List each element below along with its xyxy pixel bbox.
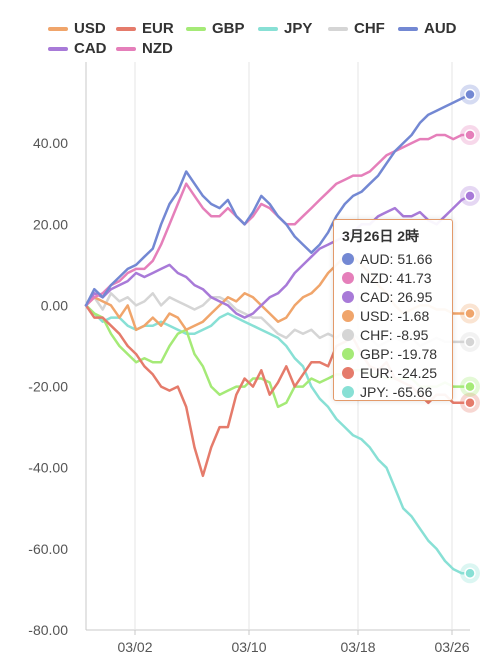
y-tick-label: -40.00 — [28, 460, 68, 476]
legend-label: GBP — [212, 20, 245, 37]
tooltip-value: GBP: -19.78 — [360, 345, 438, 362]
tooltip-row: EUR: -24.25 — [342, 363, 444, 382]
series-point-gbp — [464, 380, 476, 393]
series-point-aud — [464, 88, 476, 101]
legend-label: JPY — [284, 20, 313, 37]
legend-swatch — [398, 26, 418, 31]
legend-swatch — [116, 46, 136, 51]
legend-label: EUR — [142, 20, 174, 37]
tooltip-value: USD: -1.68 — [360, 307, 430, 324]
legend-label: USD — [74, 20, 106, 37]
x-tick-label: 03/02 — [117, 639, 152, 655]
legend-item-cad[interactable]: CAD — [48, 40, 107, 57]
series-line-aud — [84, 93, 472, 307]
tooltip-value: AUD: 51.66 — [360, 250, 433, 267]
series-point-usd — [464, 307, 476, 320]
legend-item-chf[interactable]: CHF — [328, 20, 385, 37]
legend-item-eur[interactable]: EUR — [116, 20, 174, 37]
y-tick-label: -60.00 — [28, 541, 68, 557]
x-tick-label: 03/18 — [340, 639, 375, 655]
legend-item-usd[interactable]: USD — [48, 20, 106, 37]
series-point-chf — [464, 336, 476, 348]
tooltip-row: AUD: 51.66 — [342, 249, 444, 268]
tooltip-dot — [342, 309, 354, 322]
legend-swatch — [328, 26, 348, 31]
tooltip-dot — [342, 385, 354, 398]
tooltip-row: JPY: -65.66 — [342, 382, 444, 401]
legend-swatch — [48, 26, 68, 31]
tooltip-value: CHF: -8.95 — [360, 326, 429, 343]
tooltip-value: EUR: -24.25 — [360, 364, 438, 381]
tooltip-row: NZD: 41.73 — [342, 268, 444, 287]
y-tick-label: 40.00 — [33, 135, 68, 151]
series-line-cad — [84, 194, 472, 319]
chart-tooltip: 3月26日 2時 AUD: 51.66 NZD: 41.73 CAD: 26.95 U… — [333, 219, 453, 401]
tooltip-dot — [342, 328, 354, 341]
tooltip-dot — [342, 366, 354, 379]
tooltip-row: CAD: 26.95 — [342, 287, 444, 306]
tooltip-row: USD: -1.68 — [342, 306, 444, 325]
tooltip-value: JPY: -65.66 — [360, 383, 433, 400]
legend-label: NZD — [142, 40, 173, 57]
tooltip-dot — [342, 271, 354, 284]
x-tick-label: 03/10 — [231, 639, 266, 655]
tooltip-dot — [342, 252, 354, 265]
legend-label: CAD — [74, 40, 107, 57]
series-point-nzd — [464, 129, 476, 141]
legend-swatch — [258, 26, 278, 31]
series-point-jpy — [464, 567, 476, 579]
x-tick-label: 03/26 — [434, 639, 469, 655]
legend-item-jpy[interactable]: JPY — [258, 20, 312, 37]
tooltip-value: NZD: 41.73 — [360, 269, 432, 286]
legend-swatch — [48, 46, 68, 51]
series-point-eur — [464, 397, 476, 409]
tooltip-dot — [342, 347, 354, 360]
series-point-cad — [464, 190, 476, 202]
tooltip-value: CAD: 26.95 — [360, 288, 433, 305]
series-line-jpy — [84, 304, 472, 575]
legend-label: AUD — [424, 20, 457, 37]
legend-item-nzd[interactable]: NZD — [116, 40, 173, 57]
legend-item-aud[interactable]: AUD — [398, 20, 457, 37]
legend-item-gbp[interactable]: GBP — [186, 20, 245, 37]
chart-legend: USD EUR GBP JPY CHF AUD CAD NZD — [0, 14, 500, 58]
y-tick-label: -80.00 — [28, 622, 68, 638]
tooltip-dot — [342, 290, 354, 303]
legend-label: CHF — [354, 20, 385, 37]
y-tick-label: 20.00 — [33, 216, 68, 232]
tooltip-row: GBP: -19.78 — [342, 344, 444, 363]
tooltip-row: CHF: -8.95 — [342, 325, 444, 344]
tooltip-title: 3月26日 2時 — [342, 228, 420, 244]
y-tick-label: -20.00 — [28, 379, 68, 395]
legend-swatch — [116, 26, 136, 31]
y-tick-label: 0.00 — [41, 297, 68, 313]
legend-swatch — [186, 26, 206, 31]
